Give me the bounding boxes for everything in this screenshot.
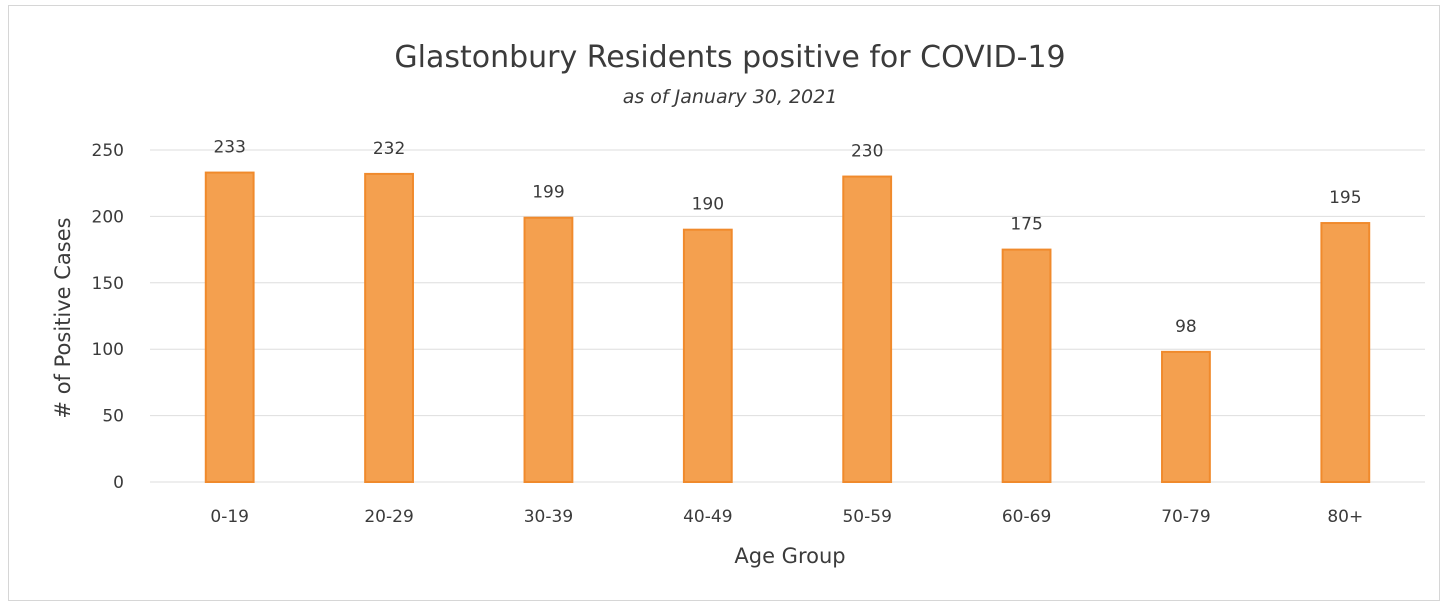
y-tick-label: 0 bbox=[113, 473, 124, 493]
x-tick-label: 70-79 bbox=[1161, 507, 1210, 527]
y-tick-label: 150 bbox=[92, 274, 124, 294]
data-label: 232 bbox=[373, 139, 405, 159]
x-axis-ticks: 0-19 20-29 30-39 40-49 50-59 60-69 70-79 80+ bbox=[210, 507, 1363, 527]
y-tick-label: 250 bbox=[92, 141, 124, 161]
x-tick-label: 80+ bbox=[1327, 507, 1363, 527]
bar-80+ bbox=[1320, 222, 1371, 483]
data-label: 230 bbox=[851, 142, 883, 162]
bar-60-69 bbox=[1001, 248, 1052, 483]
x-tick-label: 20-29 bbox=[364, 507, 413, 527]
y-axis-label: # of Positive Cases bbox=[51, 217, 75, 418]
data-label: 233 bbox=[213, 138, 245, 158]
y-axis-ticks: 0 50 100 150 200 250 bbox=[92, 141, 124, 493]
bar-50-59 bbox=[842, 175, 893, 483]
data-label: 98 bbox=[1175, 317, 1197, 337]
data-label: 195 bbox=[1329, 188, 1361, 208]
x-tick-label: 50-59 bbox=[842, 507, 891, 527]
bar-70-79 bbox=[1161, 350, 1211, 483]
x-tick-label: 60-69 bbox=[1002, 507, 1051, 527]
y-tick-label: 100 bbox=[92, 340, 124, 360]
x-tick-label: 0-19 bbox=[210, 507, 249, 527]
x-tick-label: 30-39 bbox=[524, 507, 573, 527]
data-labels: 233 232 199 190 230 175 98 195 bbox=[213, 138, 1361, 337]
chart-title: Glastonbury Residents positive for COVID… bbox=[394, 40, 1065, 75]
x-axis-label: Age Group bbox=[734, 544, 845, 568]
data-label: 175 bbox=[1010, 215, 1042, 235]
bar-30-39 bbox=[523, 216, 574, 483]
bar-0-19 bbox=[204, 171, 255, 484]
x-tick-label: 40-49 bbox=[683, 507, 732, 527]
gridlines bbox=[150, 149, 1425, 483]
data-label: 190 bbox=[692, 195, 724, 215]
y-tick-label: 200 bbox=[92, 207, 124, 227]
bars bbox=[204, 171, 1371, 484]
data-label: 199 bbox=[532, 183, 564, 203]
bar-20-29 bbox=[364, 172, 414, 484]
bar-40-49 bbox=[682, 228, 733, 483]
chart-subtitle: as of January 30, 2021 bbox=[623, 86, 838, 108]
y-tick-label: 50 bbox=[102, 407, 124, 427]
